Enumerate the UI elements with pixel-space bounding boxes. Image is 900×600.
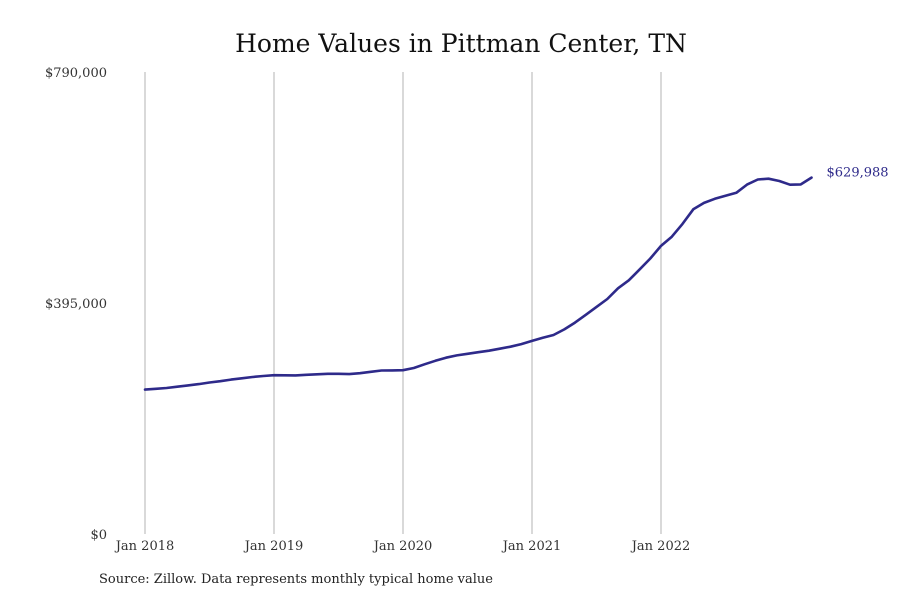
end-value-label: $629,988 xyxy=(827,166,889,181)
x-tick-label-2022-01: Jan 2022 xyxy=(630,539,691,554)
x-tick-label-2020-01: Jan 2020 xyxy=(372,539,433,554)
source-note: Source: Zillow. Data represents monthly … xyxy=(99,572,493,587)
y-tick-label-2: $790,000 xyxy=(45,66,107,81)
vertical-gridlines xyxy=(144,72,662,534)
x-tick-label-2019-01: Jan 2019 xyxy=(243,539,304,554)
y-tick-label-1: $395,000 xyxy=(45,297,107,312)
x-axis-tick-labels: Jan 2018 Jan 2019 Jan 2020 Jan 2021 Jan 2022 xyxy=(114,539,691,554)
y-axis-tick-labels: $0 $395,000 $790,000 xyxy=(45,66,107,543)
y-tick-label-0: $0 xyxy=(90,528,107,543)
x-tick-label-2018-01: Jan 2018 xyxy=(114,539,175,554)
x-tick-label-2021-01: Jan 2021 xyxy=(501,539,562,554)
series-line-0 xyxy=(143,176,813,391)
chart-title: Home Values in Pittman Center, TN xyxy=(235,29,687,58)
series-group xyxy=(143,176,813,391)
